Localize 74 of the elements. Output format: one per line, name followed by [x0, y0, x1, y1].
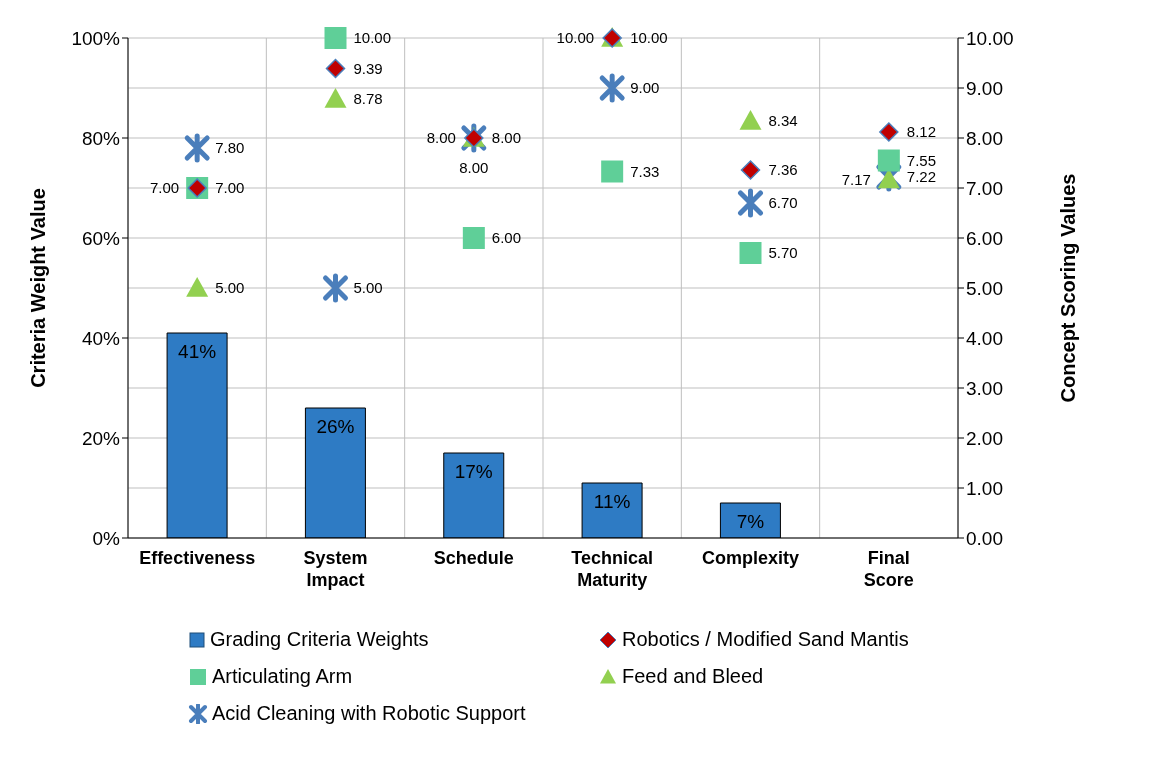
y2-tick-label: 5.00 [966, 277, 1003, 299]
point [462, 227, 485, 249]
data-label: 8.00 [491, 129, 522, 147]
data-label: 17% [454, 461, 493, 483]
y2-tick-label: 7.00 [966, 177, 1003, 199]
legend-label: Grading Criteria Weights [210, 628, 429, 651]
data-label: 8.00 [459, 159, 489, 177]
legend-label: Robotics / Modified Sand Mantis [622, 628, 909, 651]
y-tick-label: 0% [92, 527, 121, 549]
data-label: 6.00 [491, 229, 522, 247]
legend-label: Articulating Arm [212, 665, 353, 688]
point [324, 27, 347, 49]
point [186, 277, 209, 297]
y-tick-label: 80% [81, 127, 121, 149]
y2-tick-label: 8.00 [966, 127, 1003, 149]
point [324, 88, 347, 108]
point [601, 160, 624, 183]
data-label: 41% [178, 341, 217, 363]
data-label: 8.00 [426, 129, 456, 147]
data-label: 9.39 [353, 59, 383, 77]
data-label: 26% [316, 416, 355, 438]
y-tick-label: 20% [81, 427, 121, 449]
y-tick-label: 60% [81, 227, 121, 249]
point [877, 149, 900, 172]
data-label: 7.17 [841, 170, 871, 188]
data-label: 10.00 [353, 29, 392, 47]
point [184, 135, 210, 161]
data-label: 5.00 [353, 279, 383, 297]
y2-tick-label: 1.00 [966, 477, 1003, 499]
point [325, 58, 346, 79]
legend-label: Acid Cleaning with Robotic Support [212, 702, 526, 725]
data-label: 8.78 [353, 90, 383, 108]
data-label: 5.00 [215, 279, 245, 297]
x-tick-label: Effectiveness [139, 548, 256, 568]
data-label: 10.00 [556, 29, 595, 47]
data-label: 7.22 [906, 168, 937, 186]
data-label: 11% [593, 491, 631, 513]
data-label: 7.36 [768, 161, 798, 179]
data-label: 8.12 [906, 123, 937, 141]
data-label: 7.00 [149, 179, 180, 197]
data-label: 7.55 [906, 151, 937, 169]
point [740, 160, 761, 180]
x-tick-label: System Impact [303, 548, 368, 590]
data-label: 5.70 [768, 244, 798, 262]
point [739, 110, 762, 130]
y2-tick-label: 4.00 [966, 327, 1003, 349]
data-label: 10.00 [630, 29, 668, 47]
y-axis-title: Criteria Weight Value [27, 188, 50, 388]
point [323, 275, 348, 301]
y2-tick-label: 10.00 [966, 27, 1014, 49]
point [879, 122, 899, 142]
y2-tick-label: 3.00 [966, 377, 1003, 399]
y2-tick-label: 2.00 [966, 427, 1003, 449]
y2-tick-label: 6.00 [966, 227, 1003, 249]
x-tick-label: Technical Maturity [571, 548, 654, 590]
x-tick-label: Complexity [701, 548, 800, 568]
point [738, 190, 763, 216]
data-label: 9.00 [630, 79, 660, 97]
y2-tick-label: 9.00 [966, 77, 1003, 99]
data-label: 7.00 [215, 179, 245, 197]
x-tick-label: Schedule [433, 548, 514, 568]
y2-tick-label: 0.00 [966, 527, 1003, 549]
data-label: 7% [736, 511, 765, 533]
y-tick-label: 40% [81, 327, 121, 349]
data-label: 7.33 [630, 162, 660, 180]
y-tick-label: 100% [71, 27, 121, 49]
data-label: 8.34 [768, 112, 798, 130]
point [739, 242, 762, 264]
x-tick-label: Final Score [863, 548, 914, 590]
data-label: 6.70 [768, 194, 798, 212]
point [599, 75, 625, 101]
legend-label: Feed and Bleed [622, 665, 764, 688]
data-label: 7.80 [215, 139, 245, 157]
y2-axis-title: Concept Scoring Values [1057, 173, 1080, 403]
